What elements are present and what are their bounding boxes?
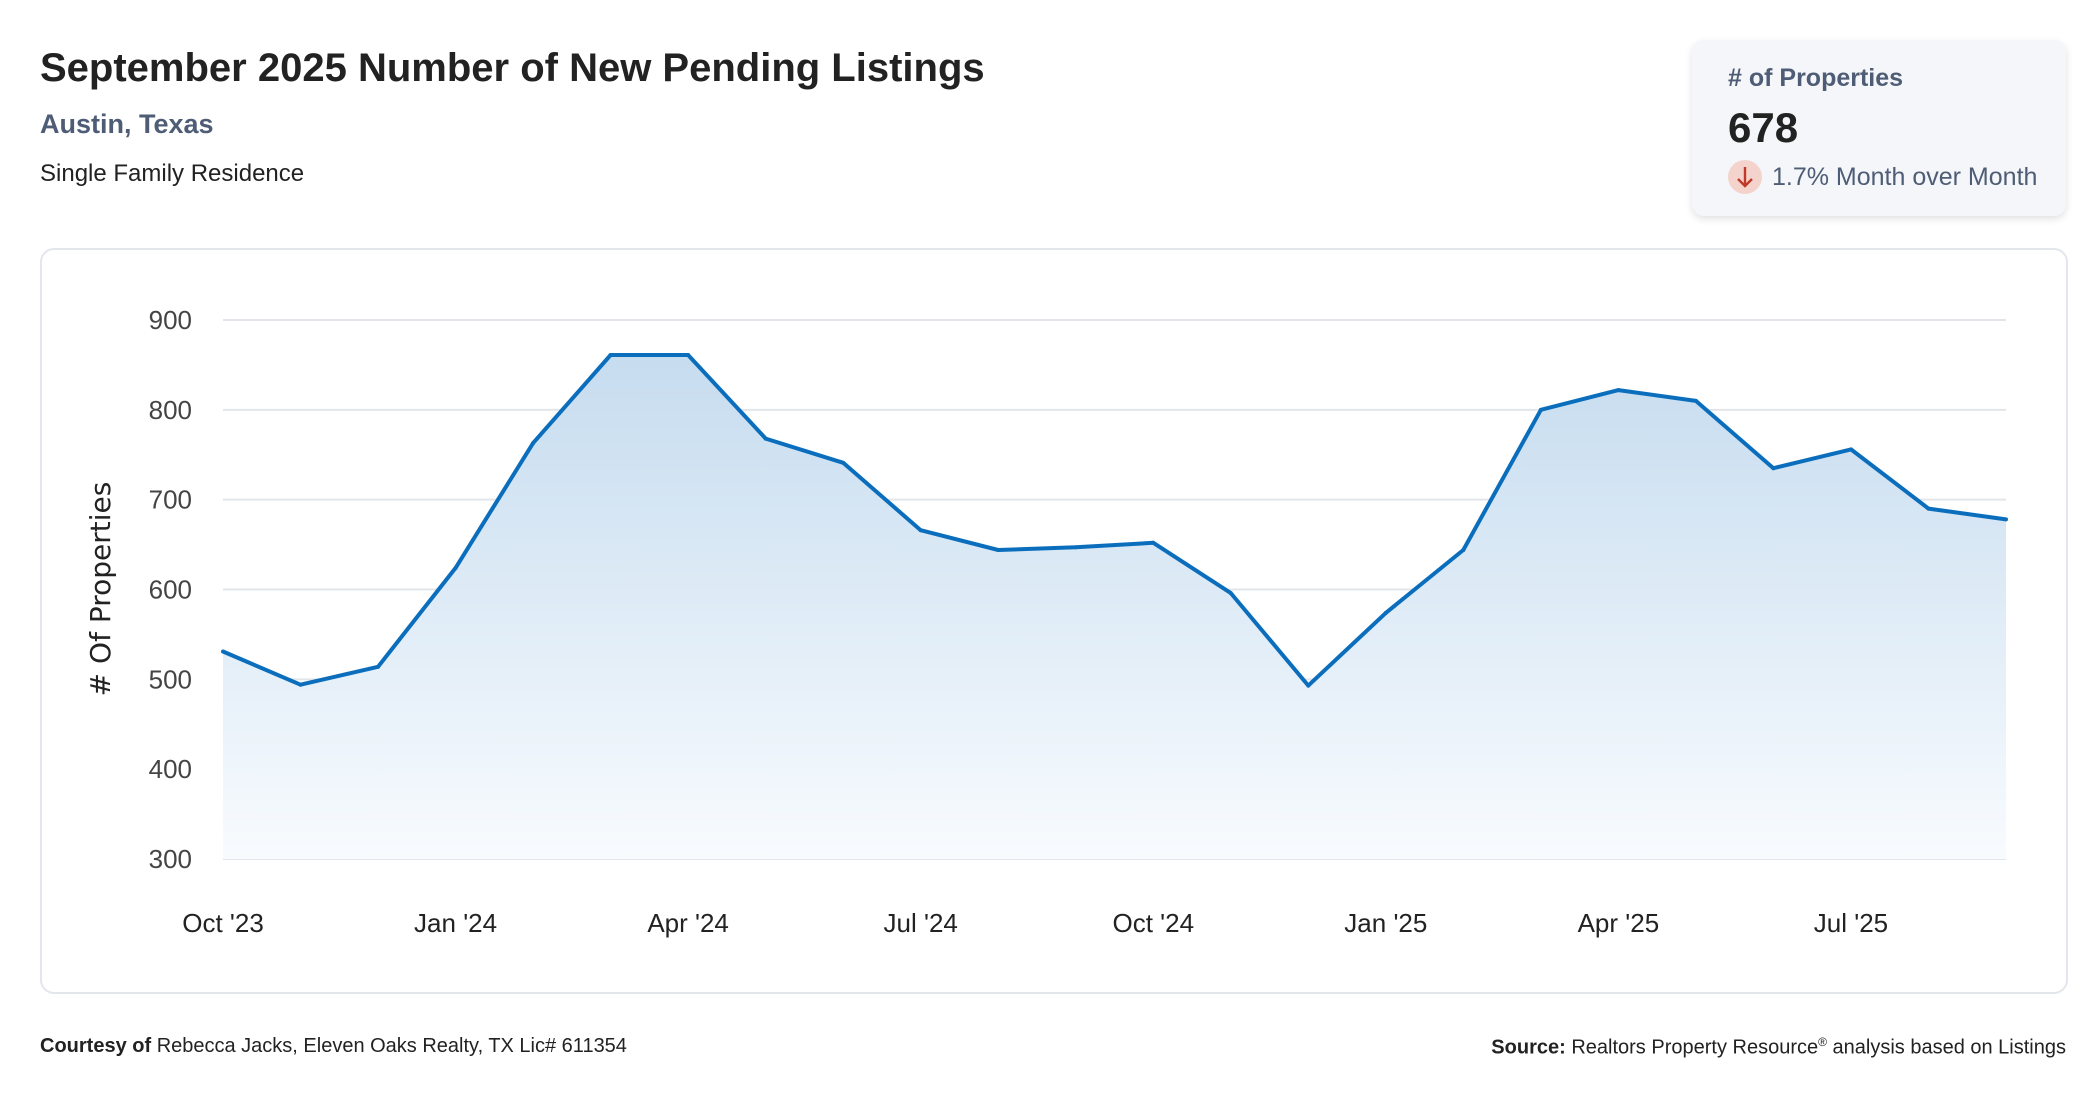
source-footer: Source: Realtors Property Resource® anal… (1491, 1035, 2066, 1060)
arrow-down-icon (1728, 160, 1762, 194)
data-point (1073, 545, 1078, 550)
kpi-label: # of Properties (1728, 64, 1904, 92)
area-fill (223, 355, 2006, 859)
kpi-value: 678 (1728, 104, 1799, 151)
y-tick-label: 600 (149, 575, 192, 605)
data-point (453, 565, 458, 570)
source-label: Source: (1491, 1036, 1566, 1059)
data-point (1848, 447, 1853, 452)
y-tick-label: 400 (149, 754, 192, 784)
data-point (918, 528, 923, 533)
data-point (1151, 540, 1156, 545)
x-tick-label: Jul '24 (884, 908, 958, 938)
data-point (531, 441, 536, 446)
y-tick-label: 500 (149, 664, 192, 694)
data-point (1461, 547, 1466, 552)
kpi-change-text: 1.7% Month over Month (1772, 162, 2038, 191)
data-point (1693, 398, 1698, 403)
x-tick-label: Oct '24 (1112, 908, 1194, 938)
data-point (1616, 388, 1621, 393)
property-type: Single Family Residence (40, 160, 305, 187)
y-axis-title: # Of Properties (84, 482, 117, 697)
x-tick-label: Apr '24 (647, 908, 729, 938)
data-point (1538, 407, 1543, 412)
data-point (1383, 610, 1388, 615)
source-suffix: analysis based on Listings (1832, 1036, 2066, 1059)
data-point (1306, 683, 1311, 688)
data-point (996, 547, 1001, 552)
kpi-card: # of Properties 678 1.7% Month over Mont… (1692, 40, 2066, 216)
data-point (1926, 506, 1931, 511)
y-tick-label: 300 (149, 844, 192, 874)
chart-card (40, 248, 2068, 994)
courtesy-label: Courtesy of (40, 1035, 152, 1057)
x-tick-label: Jul '25 (1814, 908, 1888, 938)
x-tick-label: Jan '25 (1344, 908, 1427, 938)
courtesy-footer: Courtesy of Rebecca Jacks, Eleven Oaks R… (40, 1035, 627, 1058)
data-point (608, 353, 613, 358)
y-tick-label: 900 (149, 305, 192, 335)
x-tick-label: Apr '25 (1578, 908, 1660, 938)
registered-mark: ® (1818, 1035, 1827, 1049)
data-point (686, 353, 691, 358)
location-subtitle: Austin, Texas (40, 109, 214, 139)
kpi-change: 1.7% Month over Month (1728, 160, 2037, 194)
area-chart: 900 800 700 600 500 400 300 Oct '23 Jan '24 Apr … (84, 305, 2008, 938)
y-tick-label: 700 (149, 485, 192, 515)
y-tick-label: 800 (149, 395, 192, 425)
courtesy-text: Rebecca Jacks, Eleven Oaks Realty, TX Li… (156, 1035, 627, 1057)
data-point (2004, 517, 2008, 522)
x-tick-label: Jan '24 (414, 908, 497, 938)
page-title: September 2025 Number of New Pending Lis… (40, 46, 985, 90)
source-text: Realtors Property Resource (1571, 1036, 1819, 1059)
x-tick-label: Oct '23 (182, 908, 264, 938)
series-line (222, 353, 2007, 688)
data-point (221, 649, 225, 654)
data-point (841, 460, 846, 465)
data-point (376, 664, 381, 669)
data-point (1228, 591, 1233, 596)
data-point (763, 436, 768, 441)
data-point (298, 682, 303, 687)
data-point (1771, 466, 1776, 471)
